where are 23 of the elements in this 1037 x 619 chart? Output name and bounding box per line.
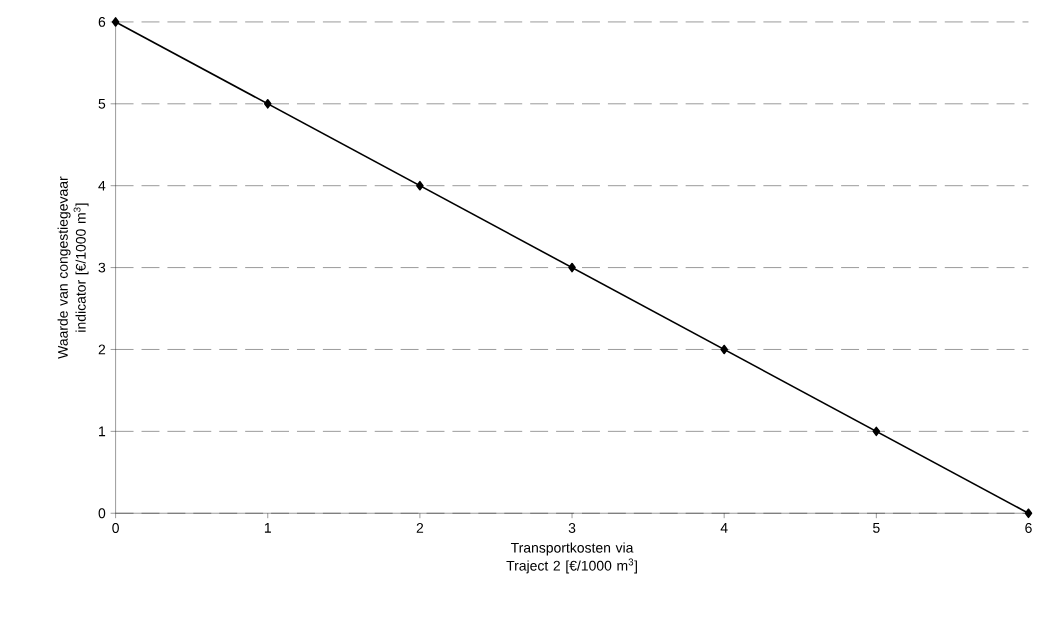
y-tick-label: 3	[98, 262, 106, 273]
point	[1024, 508, 1033, 519]
x-tick-label: 6	[1025, 523, 1032, 534]
x-tick-label: 3	[568, 523, 576, 534]
x-tick-label: 4	[720, 523, 728, 533]
x-tick-label: 1	[264, 523, 271, 533]
point	[263, 99, 272, 109]
point	[568, 262, 576, 273]
y-tick-label: 4	[98, 180, 106, 191]
x-tick-label: 5	[873, 523, 880, 533]
y-tick-label: 6	[98, 17, 106, 27]
y-tick-label: 1	[99, 426, 106, 437]
x-tick-label: 0	[112, 523, 119, 534]
y-tick-label: 5	[98, 99, 106, 109]
point	[111, 17, 120, 27]
y-tick-label: 2	[98, 344, 106, 355]
point	[872, 426, 881, 437]
x-axis-title: Transportkosten via Traject 2 [€/1000 m$^{3}$]	[506, 542, 637, 574]
y-tick-label: 0	[98, 508, 106, 519]
point	[416, 180, 424, 191]
x-tick-label: 2	[416, 523, 424, 533]
point	[720, 344, 728, 355]
y-axis-title: Waarde van congestiegevaar indicator [€/1000 m$^{3}$]	[57, 176, 89, 359]
